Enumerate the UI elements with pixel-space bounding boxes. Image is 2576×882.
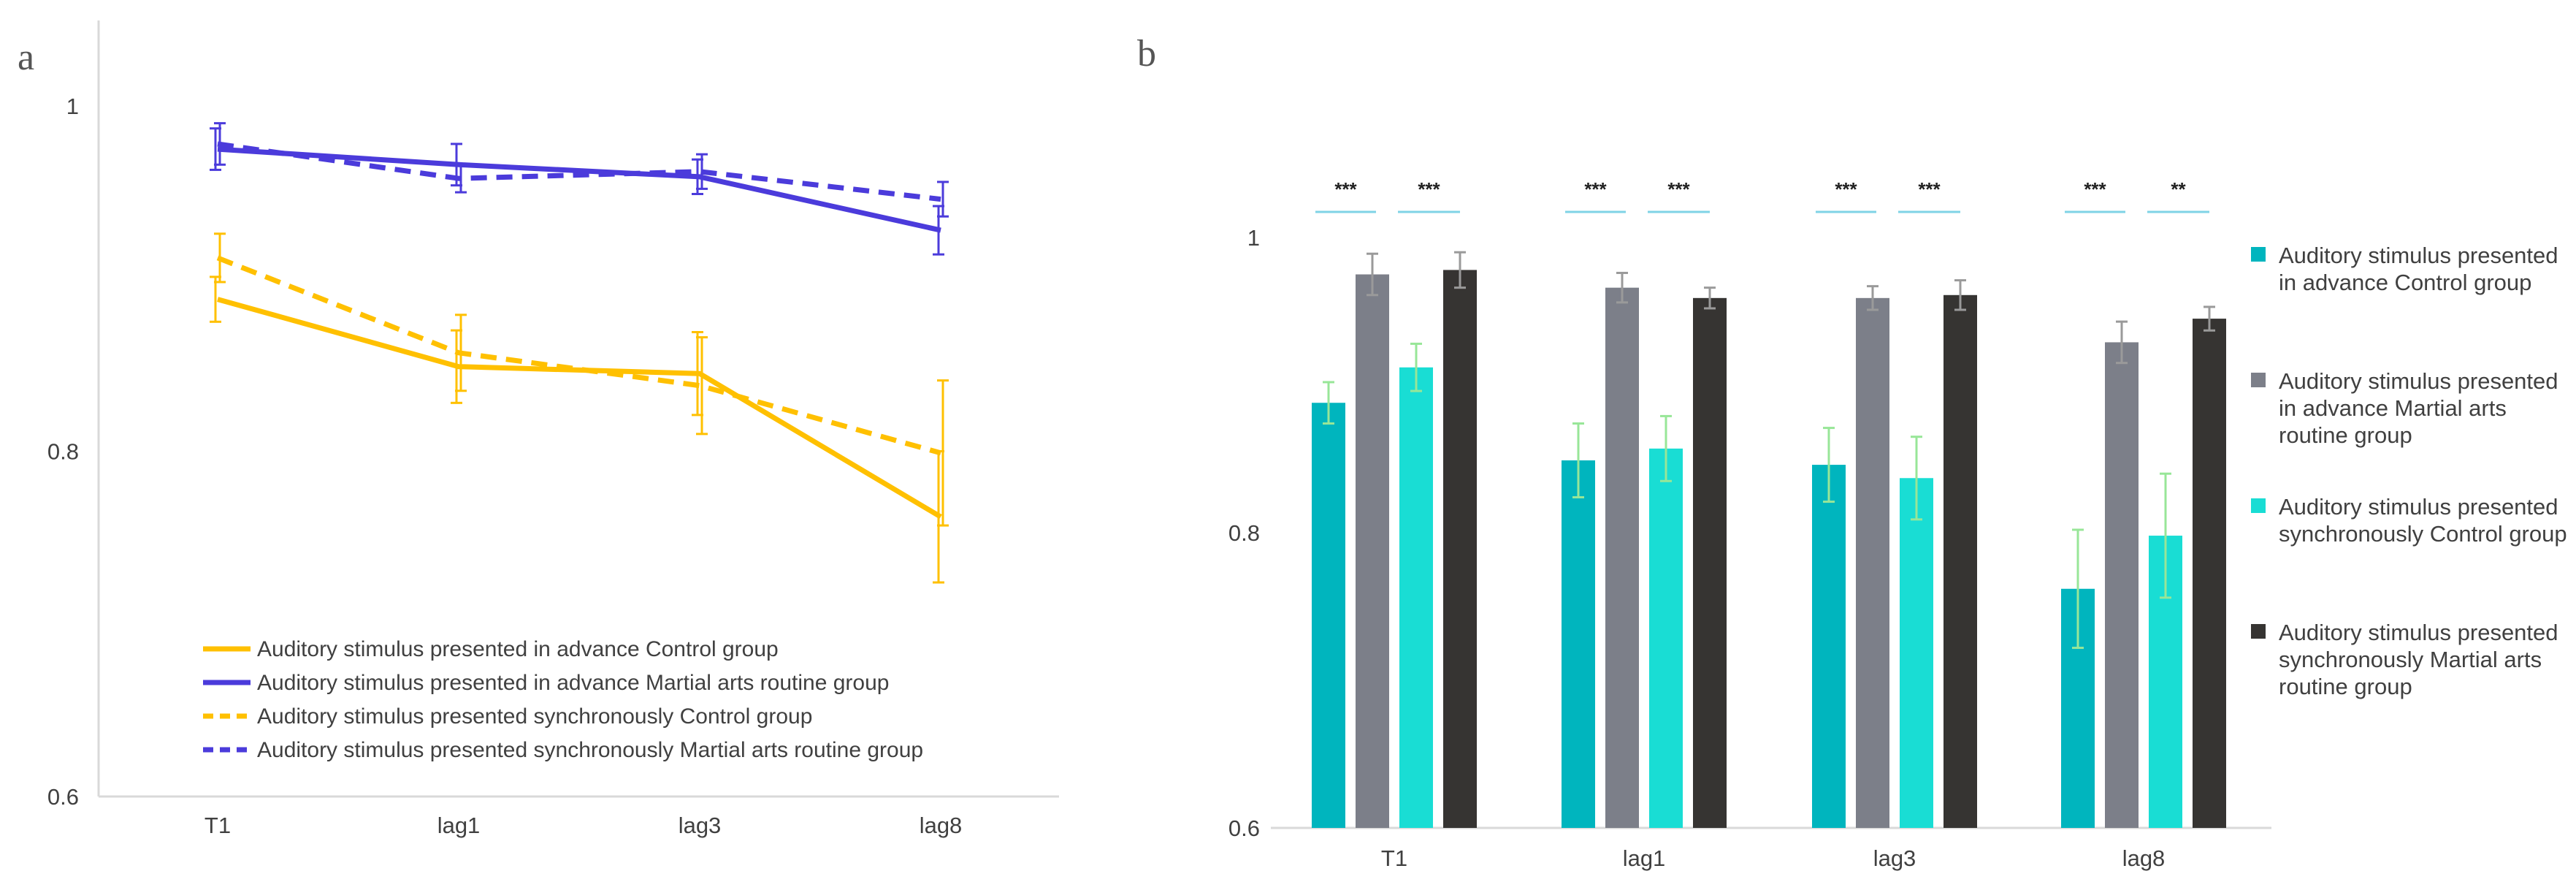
bar-group-T1 bbox=[1312, 251, 1477, 828]
legend-label: Auditory stimulus presented bbox=[2279, 494, 2558, 520]
bar bbox=[1856, 297, 1889, 828]
bar bbox=[1812, 465, 1846, 828]
series-line-1 bbox=[217, 297, 942, 520]
error-bars-series-2 bbox=[210, 127, 944, 256]
legend-label: synchronously Martial arts bbox=[2279, 647, 2542, 672]
bar bbox=[2193, 319, 2226, 829]
legend-label: Auditory stimulus presented bbox=[2279, 620, 2558, 645]
chart-panel-b: 0.60.81 T1 lag1 lag3 lag8 *** *** *** *** *** **… bbox=[1228, 178, 2567, 871]
y-tick-label: 0.6 bbox=[47, 784, 79, 810]
bar bbox=[1693, 297, 1727, 828]
error-bars-series-3 bbox=[214, 232, 949, 527]
legend-label: routine group bbox=[2279, 674, 2412, 699]
bar bbox=[1356, 274, 1389, 828]
legend-label: routine group bbox=[2279, 422, 2412, 448]
legend-swatch bbox=[2251, 498, 2266, 513]
bar-group-lag8 bbox=[2061, 305, 2226, 829]
y-tick-label: 1 bbox=[1247, 225, 1260, 251]
series-line-2 bbox=[217, 146, 941, 233]
y-tick-label: 0.8 bbox=[47, 439, 79, 465]
legend-label: Auditory stimulus presented bbox=[2279, 368, 2558, 394]
bar bbox=[1900, 478, 1933, 828]
chart-panel-a: 0.6 0.8 1 T1 lag1 lag3 lag8 Auditory stimulus… bbox=[47, 20, 1059, 838]
bar bbox=[2105, 342, 2139, 828]
significance-label: *** bbox=[1918, 178, 1941, 200]
error-bars-series-1 bbox=[210, 275, 944, 584]
x-tick-label: lag3 bbox=[1873, 845, 1916, 871]
panel-label-a: a bbox=[18, 37, 34, 78]
legend-label: Auditory stimulus presented synchronousl… bbox=[257, 704, 812, 729]
x-tick-label: lag1 bbox=[1623, 845, 1666, 871]
legend-label: Auditory stimulus presented in advance M… bbox=[257, 671, 889, 695]
bar bbox=[1443, 270, 1477, 828]
legend-label: Auditory stimulus presented bbox=[2279, 243, 2558, 268]
significance-label: *** bbox=[1584, 178, 1607, 200]
bar bbox=[1312, 403, 1345, 828]
series-line-3 bbox=[216, 255, 941, 456]
x-tick-label: lag3 bbox=[679, 813, 722, 838]
legend-label: in advance Control group bbox=[2279, 270, 2531, 295]
significance-label: *** bbox=[1667, 178, 1690, 200]
bar-group-lag3 bbox=[1812, 279, 1977, 828]
legend-swatch bbox=[2251, 247, 2266, 262]
significance-label: *** bbox=[1835, 178, 1857, 200]
significance-label: *** bbox=[1334, 178, 1357, 200]
legend-swatch bbox=[2251, 624, 2266, 639]
panel-label-b: b bbox=[1137, 33, 1156, 75]
legend-label: in advance Martial arts bbox=[2279, 395, 2507, 421]
y-tick-label: 1 bbox=[66, 94, 79, 119]
bar bbox=[1562, 460, 1595, 828]
x-tick-label: T1 bbox=[205, 813, 231, 838]
bar bbox=[1944, 294, 1977, 828]
significance-label: ** bbox=[2171, 178, 2186, 200]
bar bbox=[1399, 367, 1433, 828]
y-tick-label: 0.6 bbox=[1228, 816, 1260, 841]
x-tick-label: T1 bbox=[1381, 845, 1407, 871]
legend-label: synchronously Control group bbox=[2279, 521, 2567, 547]
series-line-4 bbox=[217, 141, 941, 202]
legend-swatch bbox=[2251, 373, 2266, 387]
significance-label: *** bbox=[2084, 178, 2106, 200]
bar-group-lag1 bbox=[1562, 271, 1727, 828]
x-tick-label: lag8 bbox=[2122, 845, 2166, 871]
x-tick-label: lag8 bbox=[920, 813, 963, 838]
x-tick-label: lag1 bbox=[437, 813, 481, 838]
bar bbox=[1649, 448, 1683, 828]
bar bbox=[1605, 287, 1639, 828]
significance-label: *** bbox=[1418, 178, 1440, 200]
legend-label: Auditory stimulus presented synchronousl… bbox=[257, 738, 923, 762]
y-tick-label: 0.8 bbox=[1228, 520, 1260, 546]
legend-label: Auditory stimulus presented in advance C… bbox=[257, 637, 779, 661]
